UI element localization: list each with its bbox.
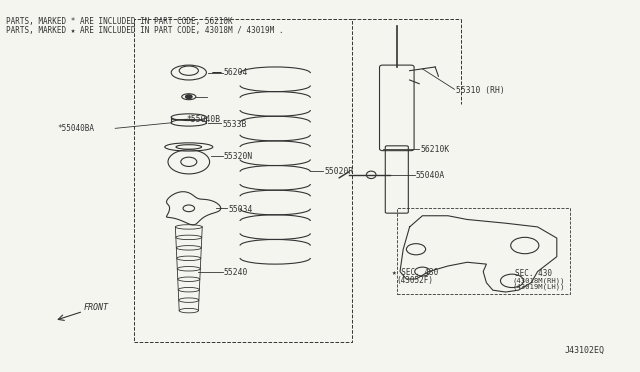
Text: 55320N: 55320N <box>224 153 253 161</box>
Text: PARTS, MARKED * ARE INCLUDED IN PART CODE, 56210K: PARTS, MARKED * ARE INCLUDED IN PART COD… <box>6 17 233 26</box>
Text: PARTS, MARKED ★ ARE INCLUDED IN PART CODE, 43018M / 43019M .: PARTS, MARKED ★ ARE INCLUDED IN PART COD… <box>6 26 284 35</box>
Text: (43018M(RH)): (43018M(RH)) <box>512 278 564 284</box>
Text: *55040B: *55040B <box>187 115 221 124</box>
Text: ★ SEC. 430: ★ SEC. 430 <box>392 268 438 277</box>
Text: 55020R: 55020R <box>324 167 354 176</box>
Text: 5533B: 5533B <box>222 120 246 129</box>
Text: 56204: 56204 <box>224 68 248 77</box>
Text: 56210K: 56210K <box>420 145 450 154</box>
Text: 55310 (RH): 55310 (RH) <box>456 86 504 94</box>
Text: 55240: 55240 <box>224 268 248 277</box>
Text: J43102EQ: J43102EQ <box>564 346 605 355</box>
Circle shape <box>186 95 192 99</box>
Text: SEC. 430: SEC. 430 <box>515 269 552 278</box>
Text: 55040A: 55040A <box>416 171 445 180</box>
Text: (43052F): (43052F) <box>397 276 434 285</box>
Text: FRONT: FRONT <box>83 303 108 312</box>
Text: 55034: 55034 <box>228 205 253 214</box>
Text: *55040BA: *55040BA <box>58 124 95 133</box>
Text: (43019M(LH)): (43019M(LH)) <box>512 284 564 291</box>
